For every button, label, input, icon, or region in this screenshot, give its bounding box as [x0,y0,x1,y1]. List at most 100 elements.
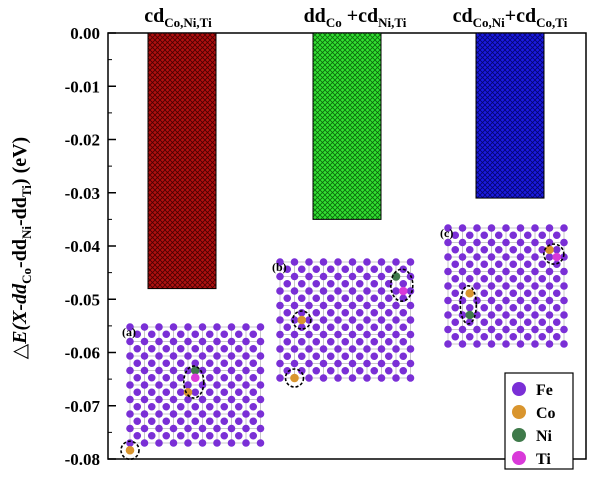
fe-atom [169,366,178,375]
fe-atom [242,323,250,331]
fe-atom [451,260,460,269]
fe-atom [191,330,200,339]
fe-atom [155,395,163,404]
fe-atom [348,301,357,310]
fe-atom [305,359,313,368]
fe-atom [494,231,503,240]
fe-atom [552,274,561,283]
fe-atom [545,224,554,232]
fe-atom [242,366,250,375]
fe-atom [305,316,313,324]
y-tick-label: 0.00 [70,24,100,43]
fe-atom [531,253,539,261]
fe-atom [334,301,342,310]
fe-atom [480,274,489,283]
fe-atom [487,325,496,334]
fe-atom [370,294,379,303]
fe-atom [326,352,335,361]
fe-atom [276,345,284,353]
fe-atom [406,287,415,295]
fe-atom [545,296,554,305]
fe-atom [406,258,415,266]
fe-atom [502,282,510,290]
fe-atom [155,439,163,447]
fe-atom [191,344,200,353]
co-atom [465,288,475,298]
fe-atom [377,345,386,353]
fe-atom [341,366,350,375]
fe-atom [276,272,284,281]
fe-atom [176,402,185,411]
fe-atom [494,260,503,269]
fe-atom [545,325,554,334]
fe-atom [198,323,207,331]
defect-ring [459,285,478,325]
fe-atom [348,287,357,295]
fe-atom [297,308,306,317]
fe-atom [363,301,371,310]
fe-atom [341,337,350,346]
defect-ring [183,365,205,399]
fe-atom [326,308,335,317]
fe-atom [444,224,452,232]
fe-atom [290,330,299,339]
fe-atom [451,289,460,298]
ni-atom [190,366,200,375]
fe-atom [276,359,284,368]
fe-atom [198,410,207,418]
fe-atom [319,287,328,295]
fe-atom [451,231,460,240]
fe-atom [147,402,156,411]
fe-atom [355,323,364,332]
fe-atom [220,417,229,426]
fe-atom [523,303,532,312]
fe-atom [399,323,408,332]
fe-atom [155,366,163,375]
fe-atom [227,381,236,389]
fe-atom [516,325,525,334]
fe-atom [341,323,350,332]
defect-ring [284,368,305,388]
y-tick-label: -0.08 [65,450,100,469]
fe-atom [377,258,386,266]
x-category-label-1: ddCo +cdNi,Ti [304,5,407,30]
fe-atom [509,289,518,298]
fe-atom [198,439,207,447]
fe-atom [451,245,460,254]
co-atom [290,373,299,383]
fe-atom [494,274,503,283]
legend-label-co: Co [536,405,556,422]
fe-atom [256,366,265,375]
fe-atom [560,224,568,232]
fe-atom [444,296,452,305]
fe-atom [205,402,214,411]
fe-atom [399,352,408,361]
panel-label: (c) [440,226,453,240]
fe-atom [234,344,243,353]
fe-atom [509,260,518,269]
fe-atom [126,395,134,404]
fe-atom [312,308,321,317]
fe-atom [392,301,400,310]
fe-atom [552,289,561,298]
fe-atom [227,395,236,404]
fe-atom [560,238,568,247]
fe-atom [370,308,379,317]
fe-atom [205,359,214,368]
fe-atom [370,366,379,375]
fe-atom [326,279,335,288]
fe-atom [191,388,200,397]
defect-ring [120,440,140,461]
fe-atom [147,388,156,397]
fe-atom [169,381,178,389]
fe-atom [326,366,335,375]
fe-atom [169,337,178,346]
fe-atom [465,231,474,240]
fe-atom [256,323,265,331]
fe-atom [319,330,328,339]
fe-atom [458,238,467,247]
fe-atom [516,267,525,276]
fe-atom [444,282,452,290]
fe-atom [220,431,229,440]
fe-atom [458,253,467,261]
